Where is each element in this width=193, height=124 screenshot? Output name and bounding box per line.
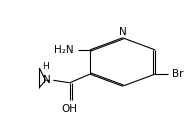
Text: Br: Br [172,69,183,79]
Text: N: N [43,75,50,85]
Text: H₂N: H₂N [54,45,74,55]
Text: N: N [119,27,126,37]
Text: H: H [42,62,49,71]
Text: OH: OH [62,104,78,114]
